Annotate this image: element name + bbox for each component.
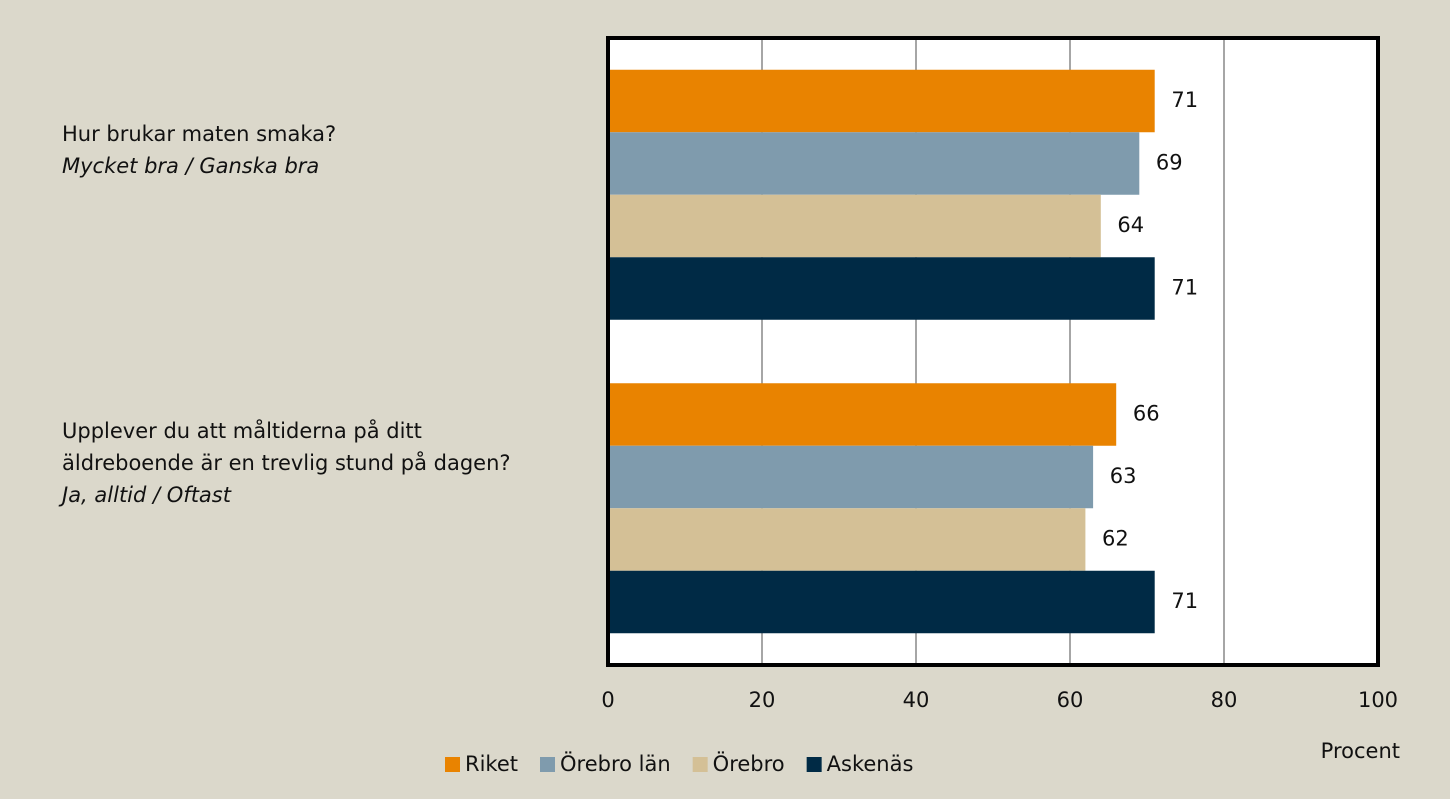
value-label: 66 <box>1133 402 1160 426</box>
bar <box>608 508 1086 571</box>
bar <box>608 257 1155 320</box>
x-tick-label: 20 <box>749 688 776 712</box>
x-tick-label: 60 <box>1057 688 1084 712</box>
bar <box>608 69 1155 133</box>
bar <box>608 570 1155 634</box>
legend-swatch <box>540 757 555 772</box>
legend-swatch <box>445 757 460 772</box>
legend-label: Örebro län <box>560 751 671 776</box>
category-label: Upplever du att måltiderna på ditt äldre… <box>62 415 552 511</box>
category-subtitle: Ja, alltid / Oftast <box>62 483 231 508</box>
x-tick-label: 100 <box>1358 688 1398 712</box>
value-label: 64 <box>1117 213 1144 237</box>
bar <box>608 383 1117 446</box>
x-tick-label: 0 <box>601 688 614 712</box>
x-axis-label: Procent <box>1321 739 1400 763</box>
category-text: Hur brukar maten smaka? <box>62 121 337 146</box>
legend-label: Askenäs <box>827 752 914 776</box>
value-label: 71 <box>1171 276 1198 300</box>
value-label: 63 <box>1110 464 1137 488</box>
value-label: 71 <box>1171 589 1198 613</box>
legend-swatch <box>806 757 822 772</box>
value-label: 62 <box>1102 527 1129 551</box>
legend-swatch <box>692 757 708 772</box>
value-label: 69 <box>1156 151 1183 175</box>
legend-label: Örebro <box>713 751 785 776</box>
plot-border <box>606 36 1380 667</box>
category-text: Upplever du att måltiderna på ditt äldre… <box>62 419 511 476</box>
category-subtitle: Mycket bra / Ganska bra <box>62 153 320 178</box>
bar <box>608 194 1101 258</box>
bar <box>608 445 1094 509</box>
x-tick-label: 80 <box>1211 688 1238 712</box>
category-label: Hur brukar maten smaka? Mycket bra / Gans… <box>62 118 552 182</box>
value-label: 71 <box>1171 88 1198 112</box>
x-tick-label: 40 <box>903 688 930 712</box>
legend-label: Riket <box>465 752 518 776</box>
bar <box>608 132 1140 195</box>
